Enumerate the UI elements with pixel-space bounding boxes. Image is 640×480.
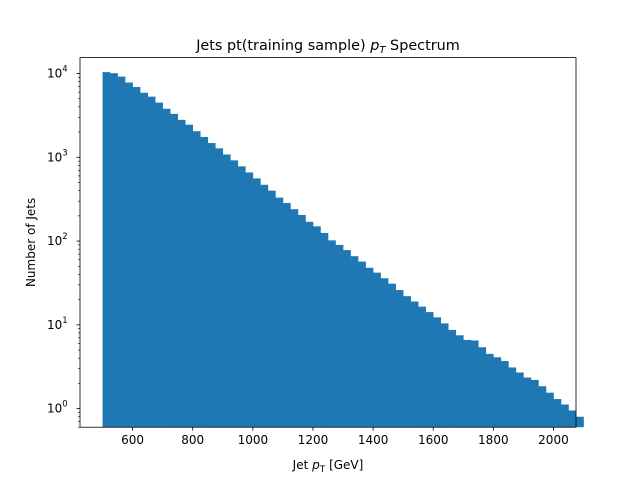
y-tick-label: 101: [47, 316, 68, 332]
histogram-bar: [478, 347, 487, 428]
histogram-bar: [425, 312, 434, 428]
x-tick-label: 1400: [358, 433, 389, 447]
x-axis-label: Jet pT [GeV]: [292, 458, 364, 475]
histogram-bar: [245, 172, 254, 428]
x-tick-label: 2000: [538, 433, 569, 447]
histogram-bar: [237, 166, 246, 428]
histogram-bar: [560, 404, 569, 428]
histogram-bar: [282, 202, 291, 428]
histogram-bar: [395, 290, 404, 428]
x-tick-label: 1800: [478, 433, 509, 447]
histogram-bar: [230, 160, 239, 428]
histogram-bar: [388, 283, 396, 428]
histogram-bar: [335, 244, 344, 428]
histogram-bar: [260, 184, 269, 428]
histogram-bar: [200, 136, 209, 428]
histogram-bar: [125, 82, 133, 428]
histogram-bars: [102, 72, 584, 428]
histogram-bar: [545, 392, 554, 428]
histogram-bar: [117, 76, 126, 428]
histogram-bar: [140, 92, 148, 428]
histogram-bar: [192, 131, 201, 428]
histogram-bar: [523, 377, 532, 428]
y-tick-label: 103: [47, 148, 68, 164]
histogram-bar: [538, 386, 547, 428]
histogram-bar: [320, 232, 329, 428]
histogram-bar: [343, 250, 351, 428]
histogram-bar: [297, 214, 306, 428]
histogram-bar: [222, 154, 231, 428]
y-tick-label: 102: [47, 232, 68, 248]
x-axis-ticks: 600 800 1000 1200 1400 1600 1800 2000: [121, 427, 569, 447]
histogram-bar: [207, 143, 216, 428]
histogram-bar: [418, 306, 426, 428]
histogram-bar: [365, 267, 374, 428]
y-axis-ticks: 100 101 102 103 104: [47, 65, 80, 428]
histogram-bar: [576, 416, 584, 428]
x-tick-label: 1200: [298, 433, 329, 447]
y-tick-label: 100: [47, 400, 68, 416]
histogram-bar: [177, 119, 186, 428]
histogram-bar: [155, 102, 163, 428]
histogram-bar: [170, 113, 178, 428]
x-tick-label: 1600: [418, 433, 449, 447]
histogram-bar: [185, 124, 194, 428]
histogram-bar: [358, 261, 366, 428]
y-tick-label: 104: [47, 65, 68, 81]
histogram-bar: [147, 96, 156, 428]
histogram-bar: [267, 190, 276, 428]
histogram-bar: [500, 361, 509, 428]
histogram-bar: [440, 323, 449, 428]
histogram-bar: [328, 240, 336, 428]
histogram-bar: [410, 301, 419, 428]
histogram-bar: [493, 357, 502, 428]
x-tick-label: 600: [121, 433, 144, 447]
histogram-bar: [485, 353, 494, 428]
histogram-bar: [380, 278, 389, 428]
histogram-bar: [470, 340, 479, 428]
x-tick-label: 1000: [238, 433, 269, 447]
histogram-bar: [312, 226, 321, 428]
histogram-bar: [433, 317, 442, 428]
histogram-bar: [132, 87, 141, 428]
histogram-bar: [530, 379, 539, 428]
histogram-bar: [403, 296, 411, 428]
histogram-bar: [373, 272, 381, 428]
histogram-bar: [515, 372, 524, 428]
histogram-bar: [553, 399, 562, 428]
y-axis-label: Number of Jets: [24, 198, 38, 287]
x-tick-label: 800: [181, 433, 204, 447]
plot-frame: [79, 57, 577, 428]
histogram-bar: [290, 209, 299, 428]
histogram-bar: [568, 410, 577, 428]
histogram-bar: [252, 178, 261, 428]
histogram-bar: [350, 256, 359, 428]
histogram-bar: [102, 72, 111, 428]
histogram-bar: [162, 108, 171, 428]
histogram-bar: [448, 329, 457, 428]
histogram-bar: [305, 221, 314, 428]
chart-title: Jets pt(training sample) pT Spectrum: [195, 38, 460, 56]
histogram-bar: [508, 367, 517, 428]
histogram-bar: [463, 339, 472, 428]
histogram-bar: [215, 148, 224, 428]
histogram-bar: [110, 73, 118, 428]
histogram-bar: [275, 197, 284, 428]
histogram-bar: [455, 335, 464, 428]
